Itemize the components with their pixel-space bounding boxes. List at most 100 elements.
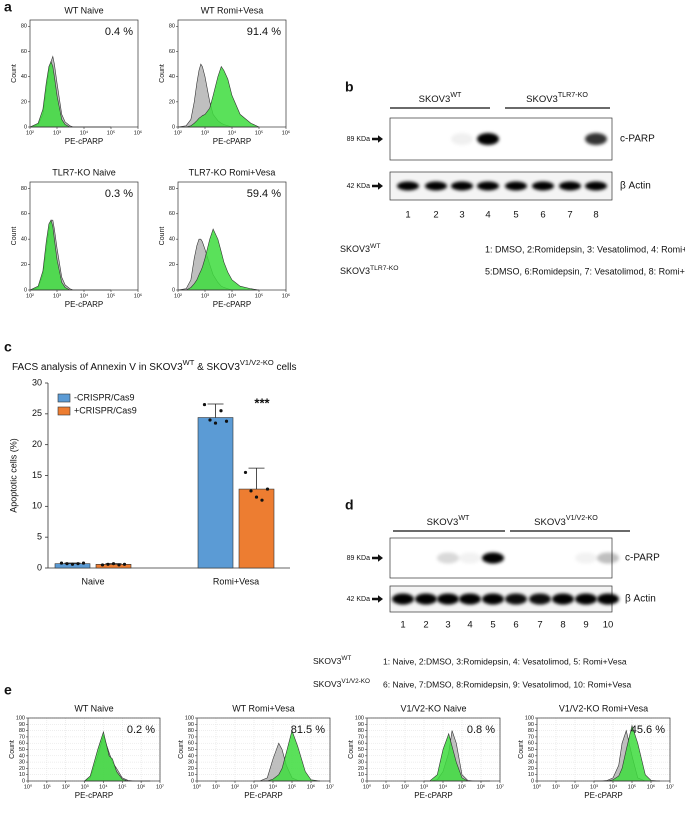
y-axis-label: Count [348,740,355,759]
y-tick-label: 90 [19,722,25,728]
group-label: SKOV3WT [427,514,470,528]
data-point [70,562,75,566]
y-axis-label: Count [178,740,185,759]
data-point [117,563,121,567]
data-point [243,470,248,475]
y-tick-label: 20 [188,766,194,772]
lane-label: 5 [490,620,495,631]
x-tick-label: 10⁵ [288,783,296,790]
y-tick-label: 30 [19,760,25,766]
x-tick-label: 10⁰ [363,783,372,790]
x-tick-label: 10⁰ [533,783,542,790]
y-tick-label: 40 [21,74,27,80]
x-tick-label: 10³ [81,784,89,790]
text-part: & SKOV3 [194,362,240,373]
y-axis-label: Count [9,740,16,759]
x-tick-label: 10⁵ [628,783,636,790]
x-tick-label: 10² [174,293,182,299]
band [505,181,527,191]
text-part: SKOV3 [419,94,451,105]
annotation: 0.2 % [127,724,155,736]
y-tick-label: 80 [358,728,364,734]
text-part: SKOV3 [340,266,370,276]
legend-swatch [57,406,71,416]
chart-title: V1/V2-KO Naive [400,703,466,713]
x-tick-label: 10¹ [212,784,220,790]
text-part: FACS analysis of Annexin V in SKOV3 [12,362,183,373]
y-axis-label: Apoptotic cells (%) [8,438,18,513]
y-tick-label: 50 [358,747,364,753]
y-tick-label: 80 [169,24,175,30]
plot-frame [27,717,161,782]
x-tick-label: 10⁴ [80,129,89,136]
plot-frame [366,717,501,782]
data-point [59,561,64,565]
y-tick-label: 20 [358,766,364,772]
panel-label: a [4,0,12,15]
x-tick-label: 10⁴ [439,783,448,790]
text-part: SKOV3 [526,94,558,105]
y-tick-label: 30 [188,760,194,766]
band [585,133,607,145]
y-tick-label: 60 [528,741,534,747]
x-tick-label: 10² [571,784,579,790]
superscript: WT [450,91,462,99]
data-point [224,419,229,423]
lane-label: 7 [537,620,542,631]
band [477,181,499,191]
lane-label: 6 [540,210,545,221]
x-tick-label: 10³ [53,130,61,136]
y-tick-label: 20 [21,262,27,268]
x-tick-label: 10⁵ [458,783,466,790]
superscript: TLR7-KO [370,265,399,272]
x-axis-label: PE-cPARP [213,300,252,309]
chart-title: WT Naive [74,703,113,713]
y-tick-label: 70 [358,734,364,740]
x-tick-label: 10¹ [43,784,51,790]
band [529,593,551,605]
x-tick-label: 10² [401,784,409,790]
y-tick-label: 30 [32,377,42,387]
x-axis-label: PE-cPARP [584,791,623,800]
y-tick-label: 70 [528,734,534,740]
annotation: 0.3 % [105,188,133,200]
y-tick-label: 60 [188,741,194,747]
band [482,593,504,605]
x-axis-label: PE-cPARP [75,791,114,800]
chart-title: V1/V2-KO Romi+Vesa [559,703,648,713]
y-tick-label: 0 [24,124,27,130]
band [477,133,499,145]
text-part: SKOV3 [313,679,342,689]
blot-frame [389,117,613,161]
y-tick-label: 100 [355,715,364,721]
y-tick-label: 60 [358,741,364,747]
marker-label: 42 KDa [347,596,370,603]
x-tick-label: 10⁶ [477,783,485,790]
legend-name: SKOV3WT [313,655,351,667]
protein-label: c-PARP [625,553,660,564]
y-tick-label: 80 [21,24,27,30]
histogram-area [178,228,260,291]
superscript: WT [370,243,381,250]
x-tick-label: 10⁶ [137,783,145,790]
protein-label: β Actin [620,181,651,192]
y-tick-label: 70 [19,734,25,740]
data-point [111,562,116,566]
x-tick-label: 10⁷ [156,783,164,790]
x-tick-label: 10² [26,293,34,299]
band [397,181,419,191]
x-tick-label: 10⁶ [282,292,290,299]
y-tick-label: 80 [169,186,175,192]
data-point [254,495,259,499]
x-tick-label: 10⁴ [269,783,278,790]
y-axis-label: Count [159,227,166,246]
y-tick-label: 60 [21,49,27,55]
lane-label: 3 [459,210,464,221]
band [459,593,481,605]
band [425,181,447,191]
x-tick-label: Naive [81,576,104,586]
histogram-area [83,730,151,782]
x-tick-label: 10⁴ [99,783,108,790]
y-tick-label: 30 [358,760,364,766]
